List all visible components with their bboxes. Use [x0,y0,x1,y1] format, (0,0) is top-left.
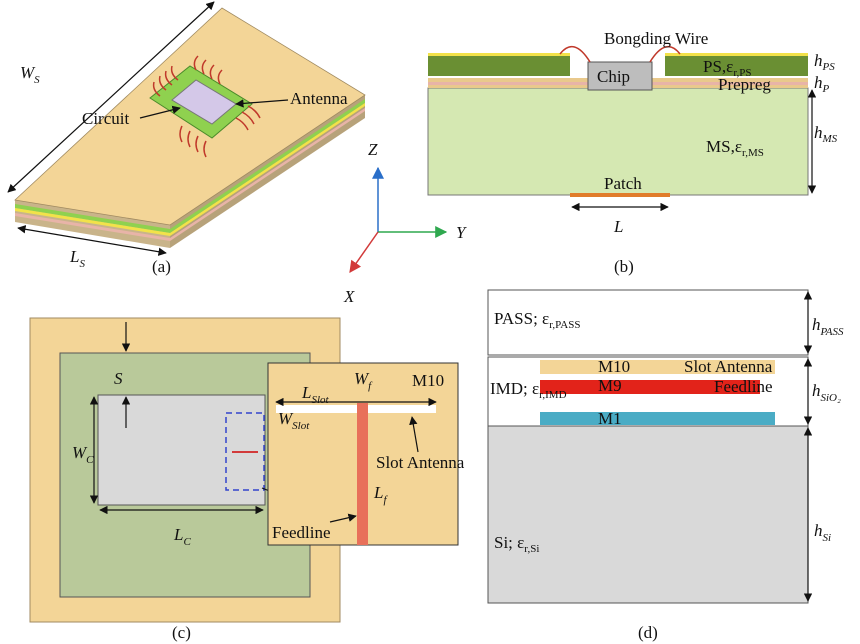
label-sub: MS [822,133,838,145]
caption: (b) [614,257,634,276]
patch [570,193,670,197]
slot [276,405,436,413]
label-sub: PASS [820,326,845,338]
label-main: h [814,73,823,92]
h-sio2-label: hSiO₂ [812,381,841,404]
feedline [357,403,368,545]
m1-layer [540,412,775,425]
label-main: L [301,383,311,402]
label-main: L [69,247,79,266]
label-main: h [814,51,823,70]
label-sub: SiO₂ [821,392,842,404]
label-sub: PS [822,61,836,73]
label-main: h [814,521,823,540]
chip-label: Chip [597,67,630,86]
x-axis [350,232,378,272]
prepreg-label: Prepreg [718,75,771,94]
slot-antenna-label: Slot Antenna [684,357,773,376]
panel-d: PASS; εr,PASS M10 Slot Antenna IMD; εr,I… [488,290,844,642]
caption: (c) [172,623,191,642]
h-pass-label: hPASS [812,315,844,338]
m10-label: M10 [412,371,444,390]
m10-label: M10 [598,357,630,376]
h-ps-label: hPS [814,51,835,73]
caption: (a) [152,257,171,276]
x-label: X [343,287,355,306]
feedline-label: Feedline [272,523,331,542]
label-sub: r,Si [524,543,539,555]
panel-a: WS LS Circuit Antenna (a) [8,2,365,276]
patch-label: Patch [604,174,642,193]
figure: WS LS Circuit Antenna (a) Z Y X Bongding… [0,0,860,644]
patch-length-label: L [613,217,623,236]
label-main: PS,ε [703,57,733,76]
label-sub: S [79,258,85,270]
m1-label: M1 [598,409,622,428]
h-ms-label: hMS [814,123,838,145]
label-main: Si; ε [494,533,524,552]
y-label: Y [456,223,467,242]
width-label: WS [20,63,40,86]
label-main: PASS; ε [494,309,549,328]
caption: (d) [638,623,658,642]
ps-layer-left [428,56,570,76]
label-sub: Si [823,532,832,544]
circuit-label: Circuit [82,109,129,128]
top-metal-right [665,53,808,56]
label-main: h [812,315,821,334]
label-sub: r,PASS [549,319,580,331]
label-main: h [814,123,823,142]
label-sub: S [34,74,40,86]
h-p-label: hP [814,73,830,95]
z-label: Z [368,140,378,159]
top-metal-left [428,53,570,56]
chip [98,395,265,505]
label-sub: P [822,83,830,95]
label-main: h [812,381,821,400]
panel-c: S WC LC LSlot Wf M10 WSlot Slot Antenna … [30,318,465,642]
label-main: IMD; ε [490,379,539,398]
label-main: L [173,525,183,544]
label-sub: C [183,536,191,548]
m9-label: M9 [598,376,622,395]
label-sub: Slot [311,394,329,406]
antenna-label: Antenna [290,89,348,108]
label-sub: C [86,454,94,466]
spacing-label: S [114,369,123,388]
slot-antenna-label: Slot Antenna [376,453,465,472]
h-si-label: hSi [814,521,831,544]
label-main: L [373,483,383,502]
label-sub: Slot [292,420,310,432]
label-sub: r,IMD [539,389,566,401]
length-label: LS [69,247,85,270]
feedline-label: Feedline [714,377,773,396]
wire-label: Bongding Wire [604,29,708,48]
si-layer [488,426,808,603]
label-sub: r,MS [742,147,764,159]
label-main: MS,ε [706,137,742,156]
panel-b: Bongding Wire Chip PS,εr,PS Prepreg MS,ε… [428,29,838,276]
